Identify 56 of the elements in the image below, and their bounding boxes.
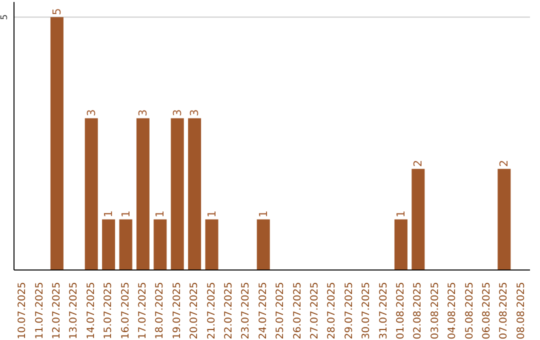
- x-tick-label: 23.07.2025: [240, 282, 252, 340]
- data-label: 3: [136, 109, 150, 116]
- x-tick-label: 04.08.2025: [447, 282, 458, 340]
- x-tick-label: 02.08.2025: [412, 282, 424, 340]
- bar: [394, 219, 408, 270]
- bar: [188, 118, 202, 270]
- x-tick-label: 03.08.2025: [430, 282, 441, 340]
- x-tick-label: 11.07.2025: [34, 282, 46, 340]
- x-tick-label: 17.07.2025: [138, 282, 148, 340]
- data-label: 1: [394, 210, 408, 218]
- x-tick-label: 31.07.2025: [378, 282, 390, 340]
- x-tick-label: 06.08.2025: [482, 282, 492, 340]
- x-tick-label: 15.07.2025: [103, 282, 114, 340]
- x-tick-label: 18.07.2025: [154, 282, 166, 340]
- x-tick-label: 26.07.2025: [292, 282, 304, 340]
- x-tick-label: 24.07.2025: [258, 282, 269, 340]
- data-label: 2: [412, 160, 425, 167]
- data-label: 1: [256, 210, 270, 218]
- bar: [170, 118, 184, 270]
- x-tick-label: 20.07.2025: [189, 282, 200, 340]
- x-tick-label: 27.07.2025: [310, 282, 320, 340]
- x-tick-label: 16.07.2025: [120, 282, 132, 340]
- data-label: 1: [154, 210, 167, 218]
- data-label: 1: [119, 210, 132, 218]
- x-tick-label: 07.08.2025: [498, 282, 510, 340]
- bar: [136, 118, 150, 270]
- bar: [154, 219, 167, 270]
- x-tick-label: 10.07.2025: [17, 282, 28, 340]
- x-tick-label: 01.08.2025: [396, 282, 406, 340]
- data-label: 5: [50, 8, 64, 16]
- bar: [50, 17, 64, 270]
- x-tick-label: 13.07.2025: [68, 282, 80, 340]
- x-tick-label: 19.07.2025: [172, 282, 183, 340]
- x-tick-label: 14.07.2025: [86, 282, 97, 340]
- x-tick-label: 05.08.2025: [464, 282, 476, 340]
- bar: [412, 168, 425, 270]
- x-tick-label: 28.07.2025: [326, 282, 338, 340]
- data-label: 3: [170, 109, 184, 116]
- x-tick-label: 21.07.2025: [206, 282, 218, 340]
- bar: [205, 219, 218, 270]
- x-tick-label: 12.07.2025: [52, 282, 62, 340]
- bar: [498, 168, 511, 270]
- bar: [256, 219, 270, 270]
- x-tick-label: 29.07.2025: [344, 282, 355, 340]
- x-tick-label: 08.08.2025: [516, 282, 527, 340]
- x-tick-label: 22.07.2025: [224, 282, 234, 340]
- bar: [119, 219, 132, 270]
- data-label: 3: [84, 109, 98, 116]
- data-label: 1: [102, 210, 116, 218]
- bar: [84, 118, 98, 270]
- data-label: 1: [205, 210, 218, 218]
- data-label: 2: [498, 160, 511, 167]
- bar: [102, 219, 116, 270]
- x-tick-label: 30.07.2025: [361, 282, 372, 340]
- x-tick-label: 25.07.2025: [275, 282, 286, 340]
- data-label: 3: [188, 109, 202, 116]
